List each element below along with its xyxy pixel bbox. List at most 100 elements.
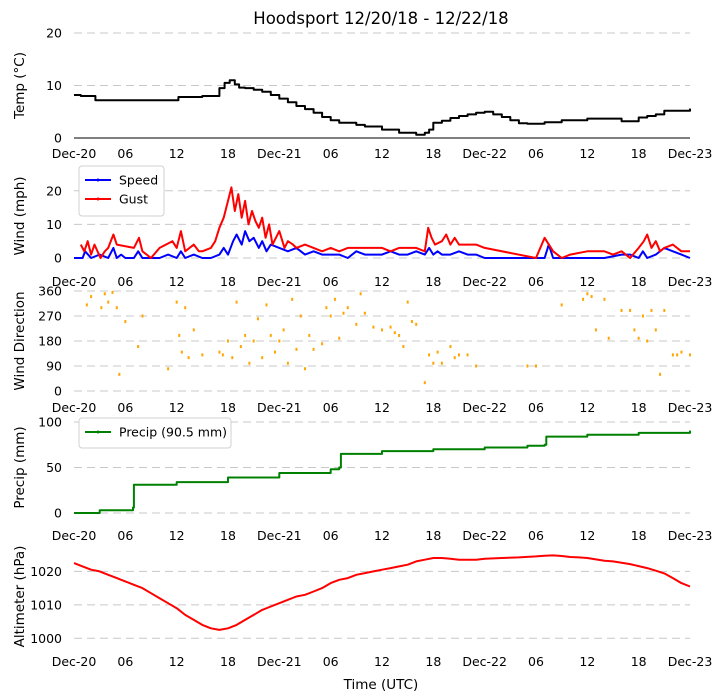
wind-direction-point: [671, 353, 674, 357]
wind-direction-point: [252, 339, 255, 343]
wdir-xtick-label: 12: [169, 400, 185, 415]
wind-direction-point: [346, 306, 349, 310]
wind-xtick-label: 12: [374, 274, 390, 289]
wind-direction-point: [256, 317, 259, 321]
x-axis-label: Time (UTC): [343, 677, 419, 693]
wind-direction-point: [428, 353, 431, 357]
wind-ytick-label: 10: [46, 217, 62, 232]
altim-xtick-label: 18: [220, 654, 236, 669]
wind-direction-point: [115, 306, 118, 310]
wdir-xtick-label: 18: [631, 400, 647, 415]
precip-xtick-label: 18: [425, 528, 441, 543]
wind-legend-label: Gust: [119, 192, 148, 207]
wind-direction-point: [175, 300, 178, 304]
wdir-xtick-label: 18: [220, 400, 236, 415]
wind-xtick-label: 06: [323, 274, 339, 289]
wind-direction-point: [278, 339, 281, 343]
wdir-ytick-label: 180: [38, 334, 62, 349]
wind-direction-point: [111, 290, 114, 294]
wind-direction-point: [231, 356, 234, 360]
wind-xtick-label: 18: [220, 274, 236, 289]
wind-direction-point: [363, 311, 366, 315]
altim-xtick-label: 18: [425, 654, 441, 669]
wind-direction-point: [410, 320, 413, 324]
wind-direction-point: [304, 367, 306, 371]
precip-xtick-label: 18: [631, 528, 647, 543]
altim-xtick-label: 18: [631, 654, 647, 669]
wind-direction-point: [535, 364, 537, 368]
wind-xtick-label: 18: [425, 274, 441, 289]
precip-ytick-label: 50: [46, 460, 62, 475]
altim-xtick-label: Dec-22: [462, 654, 507, 669]
wdir-xtick-label: 06: [323, 400, 339, 415]
wdir-xtick-label: 06: [117, 400, 133, 415]
wdir-ytick-label: 270: [38, 309, 62, 324]
temp-xtick-label: 18: [220, 146, 236, 161]
temp-xtick-label: 06: [117, 146, 133, 161]
wdir-xtick-label: 12: [579, 400, 595, 415]
wind-xtick-label: Dec-21: [257, 274, 302, 289]
wind-direction-point: [637, 336, 640, 340]
wind-legend-marker: [96, 197, 100, 201]
wind-direction-point: [308, 333, 311, 337]
precip-xtick-label: 06: [117, 528, 133, 543]
wind-direction-point: [436, 350, 439, 354]
wind-legend-marker: [96, 178, 100, 182]
wind-direction-point: [381, 328, 383, 332]
wind-direction-point: [90, 295, 93, 299]
wind-direction-point: [449, 345, 452, 349]
precip-xtick-label: Dec-21: [257, 528, 302, 543]
wdir-series-0: [85, 290, 691, 385]
precip-xtick-label: 06: [528, 528, 544, 543]
temp-xtick-label: 12: [579, 146, 595, 161]
wind-direction-point: [295, 347, 298, 351]
wind-direction-point: [389, 325, 392, 329]
wind-direction-point: [141, 314, 144, 318]
wind-y-axis-label: Wind (mph): [12, 176, 28, 255]
wind-legend-frame: [78, 165, 165, 217]
wind-direction-point: [402, 345, 405, 349]
precip-legend-label: Precip (90.5 mm): [119, 425, 227, 440]
wind-direction-point: [582, 297, 585, 301]
wind-direction-point: [248, 361, 251, 365]
altim-ytick-label: 1010: [30, 597, 62, 612]
wind-direction-point: [338, 336, 341, 340]
altim-xtick-label: 12: [169, 654, 185, 669]
temp-xtick-label: Dec-20: [52, 146, 97, 161]
wdir-y-axis-label: Wind Direction: [12, 291, 28, 390]
panel-temp: 0 10 20 Temp (°C) Dec-20 06 12 18 Dec-21 06 12 18 De…: [12, 26, 712, 162]
wind-direction-point: [274, 350, 277, 354]
altim-xtick-label: 12: [374, 654, 390, 669]
wind-direction-point: [218, 350, 221, 354]
temp-xtick-label: 12: [169, 146, 185, 161]
wind-direction-point: [654, 328, 657, 332]
wind-direction-point: [453, 356, 456, 360]
wind-direction-point: [646, 339, 649, 343]
wind-direction-point: [641, 314, 644, 318]
wdir-xtick-label: 12: [374, 400, 390, 415]
precip-legend-marker: [96, 430, 100, 434]
temp-ytick-label: 0: [54, 131, 62, 146]
wind-direction-point: [620, 308, 623, 312]
wind-direction-point: [312, 347, 315, 351]
wind-series-line-gust: [79, 186, 690, 259]
wind-direction-point: [103, 292, 106, 296]
wind-direction-point: [586, 292, 589, 296]
precip-series-line-precip: [74, 430, 691, 514]
wind-direction-point: [321, 342, 324, 346]
altim-ytick-label: 1000: [30, 631, 62, 646]
wdir-ytick-label: 90: [46, 359, 62, 374]
wind-direction-point: [282, 328, 285, 332]
wdir-ytick-label: 0: [54, 384, 62, 399]
wind-xtick-label: 18: [631, 274, 647, 289]
panel-precip: 0 50 100 Precip (mm) Dec-20 06 12 18 Dec-21 06 12 1…: [12, 415, 712, 544]
precip-xtick-label: 12: [169, 528, 185, 543]
wind-direction-point: [663, 308, 666, 312]
wind-xtick-label: Dec-20: [52, 274, 97, 289]
wind-direction-point: [227, 339, 229, 343]
wind-direction-point: [118, 372, 121, 376]
wind-direction-point: [201, 353, 204, 357]
wind-direction-point: [594, 328, 597, 332]
